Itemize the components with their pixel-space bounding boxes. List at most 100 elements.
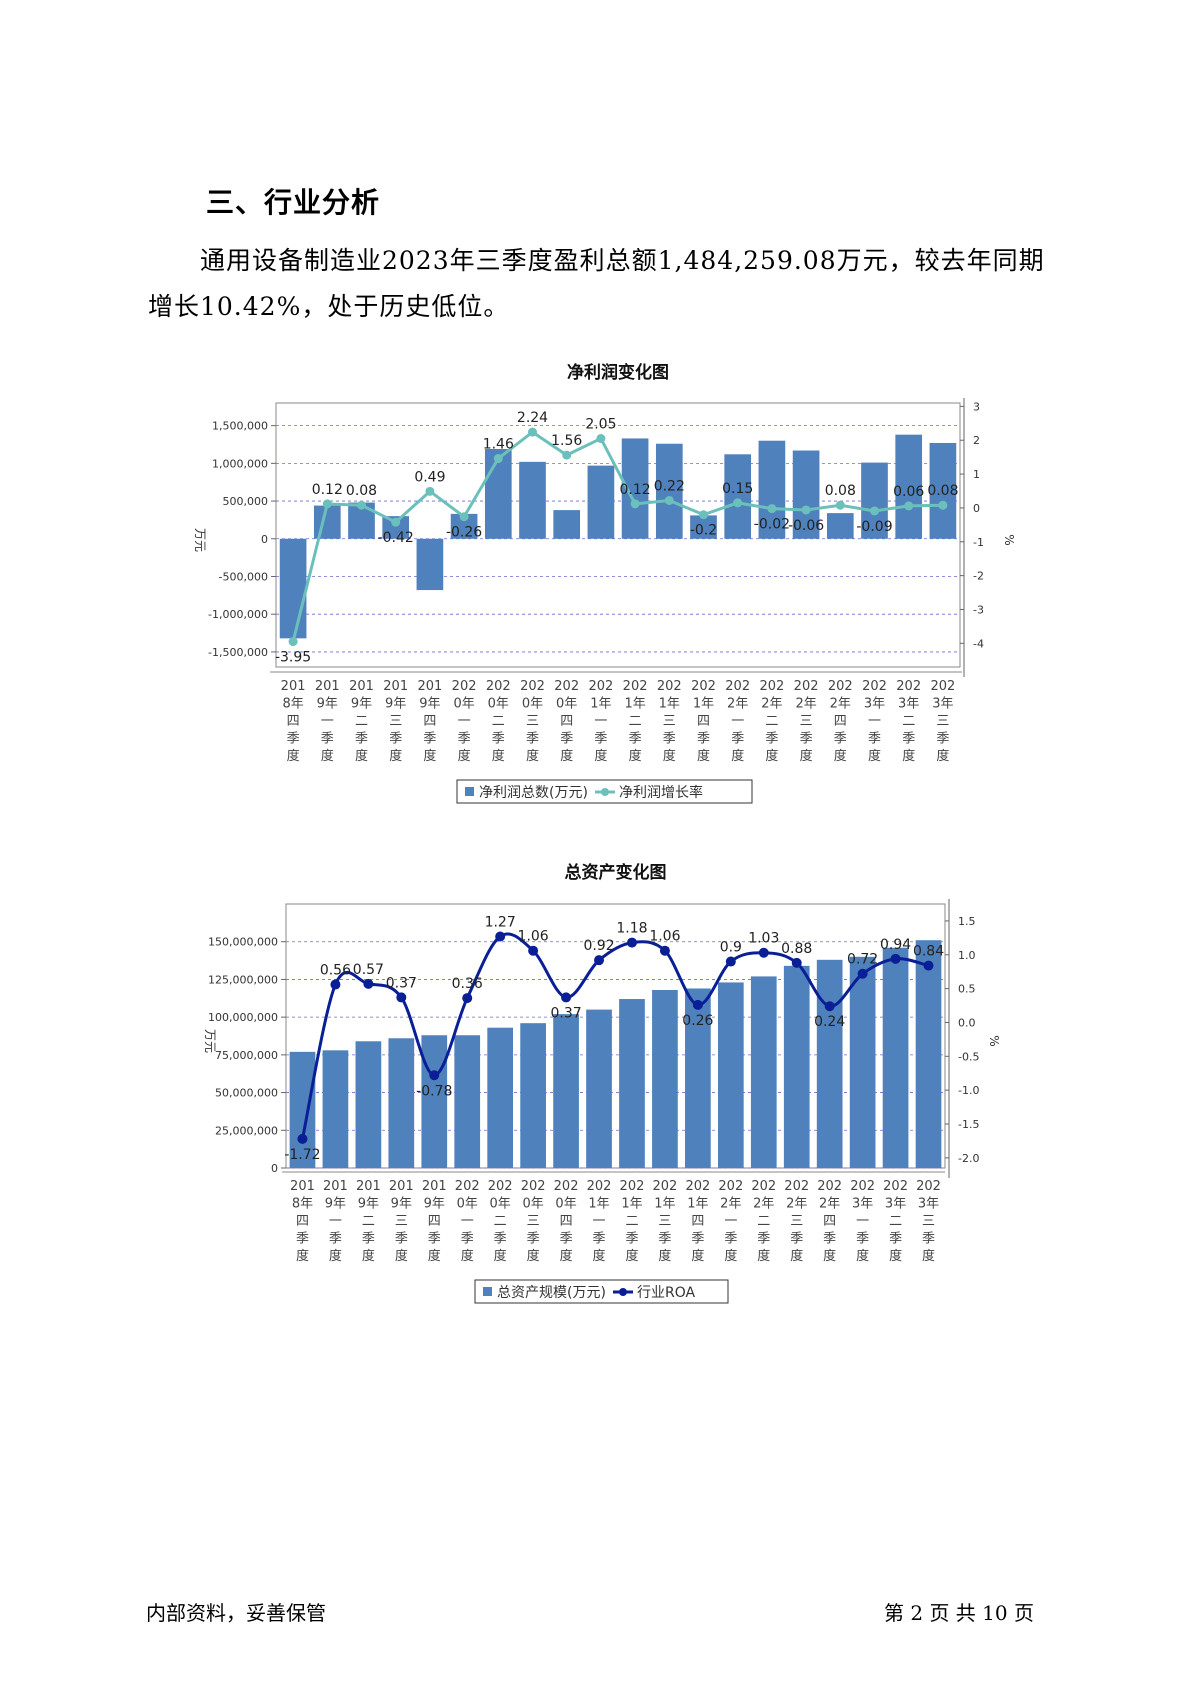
data-label: 1.18	[616, 921, 647, 937]
x-tick-label: 季	[629, 732, 642, 747]
bar	[484, 449, 512, 539]
y-tick-label: 150,000,000	[208, 936, 278, 949]
data-label: 1.27	[485, 914, 516, 930]
x-tick-label: 三	[526, 714, 539, 729]
line-point	[429, 1070, 440, 1081]
x-tick-label: 度	[889, 1248, 902, 1264]
line-point	[425, 486, 435, 496]
x-tick-label: 度	[868, 748, 881, 764]
x-tick-label: 202	[653, 1179, 678, 1194]
y-tick-label: 1,500,000	[212, 420, 268, 433]
x-tick-label: 一	[724, 1214, 737, 1229]
x-tick-label: 度	[362, 1248, 375, 1264]
y2-tick-label: 0	[973, 502, 980, 515]
data-label: 0.57	[353, 962, 384, 978]
legend-bar-swatch	[483, 1287, 492, 1296]
line-point	[904, 501, 914, 511]
data-label: -0.78	[416, 1083, 452, 1099]
bar	[724, 454, 752, 539]
series-line	[301, 932, 929, 1140]
x-tick-label: 三	[389, 714, 402, 729]
line-point	[561, 992, 572, 1003]
line-point	[562, 450, 572, 460]
x-tick-label: 202	[794, 679, 819, 694]
paragraph-text: 通用设备制造业2023年三季度盈利总额1,484,259.08万元，较去年同期增…	[148, 246, 1045, 321]
line-point	[528, 945, 539, 956]
x-tick-label: 度	[527, 1248, 540, 1264]
x-tick-label: 0年	[555, 1197, 576, 1212]
x-tick-label: 度	[757, 1248, 770, 1264]
x-tick-label: 201	[422, 1179, 447, 1194]
data-label: 0.15	[722, 481, 753, 497]
x-tick-label: 四	[691, 1214, 704, 1229]
bar	[450, 513, 478, 539]
bar	[487, 1027, 514, 1168]
x-tick-label: 季	[527, 1232, 540, 1247]
x-tick-label: 季	[834, 732, 847, 747]
line-point	[890, 953, 901, 964]
x-tick-label: 9年	[391, 1197, 412, 1212]
line-point	[801, 505, 811, 515]
x-tick-label: 度	[428, 1248, 441, 1264]
y-axis-label: 万元	[193, 528, 207, 552]
y-tick-label: 25,000,000	[215, 1124, 278, 1137]
x-tick-label: 1年	[659, 697, 680, 712]
x-tick-label: 度	[329, 1248, 342, 1264]
x-tick-label: 202	[520, 679, 545, 694]
x-tick-label: 季	[868, 732, 881, 747]
data-label: 0.84	[913, 944, 944, 960]
y2-axis-label: %	[987, 1035, 1001, 1046]
y2-tick-label: -2.0	[958, 1152, 979, 1165]
x-tick-label: 季	[800, 732, 813, 747]
x-tick-label: 季	[395, 1232, 408, 1247]
x-tick-label: 9年	[358, 1197, 379, 1212]
x-tick-label: 季	[321, 732, 334, 747]
x-tick-label: 0年	[522, 1197, 543, 1212]
x-tick-label: 202	[587, 1179, 612, 1194]
x-tick-label: 202	[784, 1179, 809, 1194]
data-label: 0.24	[814, 1014, 845, 1030]
paragraph: 通用设备制造业2023年三季度盈利总额1,484,259.08万元，较去年同期增…	[148, 238, 1048, 330]
legend: 总资产规模(万元) 行业ROA	[474, 1279, 729, 1304]
x-tick-label: 0年	[457, 1197, 478, 1212]
x-tick-label: 9年	[424, 1197, 445, 1212]
x-tick-label: 四	[697, 714, 710, 729]
x-tick-label: 四	[560, 714, 573, 729]
bar	[348, 502, 375, 539]
x-tick-label: 三	[922, 1214, 935, 1229]
line-point	[699, 510, 708, 520]
line-point	[791, 957, 802, 968]
y2-tick-label: 1	[973, 468, 980, 481]
x-tick-label: 二	[355, 714, 368, 729]
x-tick-label: 201	[315, 679, 340, 694]
x-tick-label: 3年	[864, 697, 885, 712]
bar	[915, 940, 942, 1168]
series-line	[291, 430, 943, 642]
x-tick-label: 二	[362, 1214, 375, 1229]
y-tick-label: 75,000,000	[215, 1049, 278, 1062]
x-tick-label: 202	[862, 679, 887, 694]
bar	[520, 1023, 546, 1168]
x-tick-label: 202	[620, 1179, 645, 1194]
y-tick-label: 0	[261, 533, 268, 546]
x-tick-label: 0年	[488, 697, 509, 712]
data-label: 0.92	[583, 938, 614, 954]
x-tick-label: 季	[329, 1232, 342, 1247]
x-tick-label: 度	[423, 748, 436, 764]
x-tick-label: 度	[663, 748, 676, 764]
bar	[388, 1038, 415, 1168]
line-point	[835, 500, 845, 510]
x-tick-label: 一	[461, 1214, 474, 1229]
x-tick-label: 度	[731, 748, 744, 764]
chart-1: 净利润变化图 1,500,000 1,000,000 500,000 0 -500,000…	[193, 362, 1016, 804]
x-tick-label: 季	[492, 732, 505, 747]
x-tick-label: 季	[458, 732, 471, 747]
bar	[849, 956, 876, 1168]
data-label: 2.24	[517, 410, 548, 426]
x-tick-label: 二	[629, 714, 642, 729]
x-tick-label: 二	[765, 714, 778, 729]
x-tick-label: 一	[329, 1214, 342, 1229]
x-tick-label: 一	[731, 714, 744, 729]
bar	[792, 450, 820, 539]
x-tick-label: 一	[321, 714, 334, 729]
